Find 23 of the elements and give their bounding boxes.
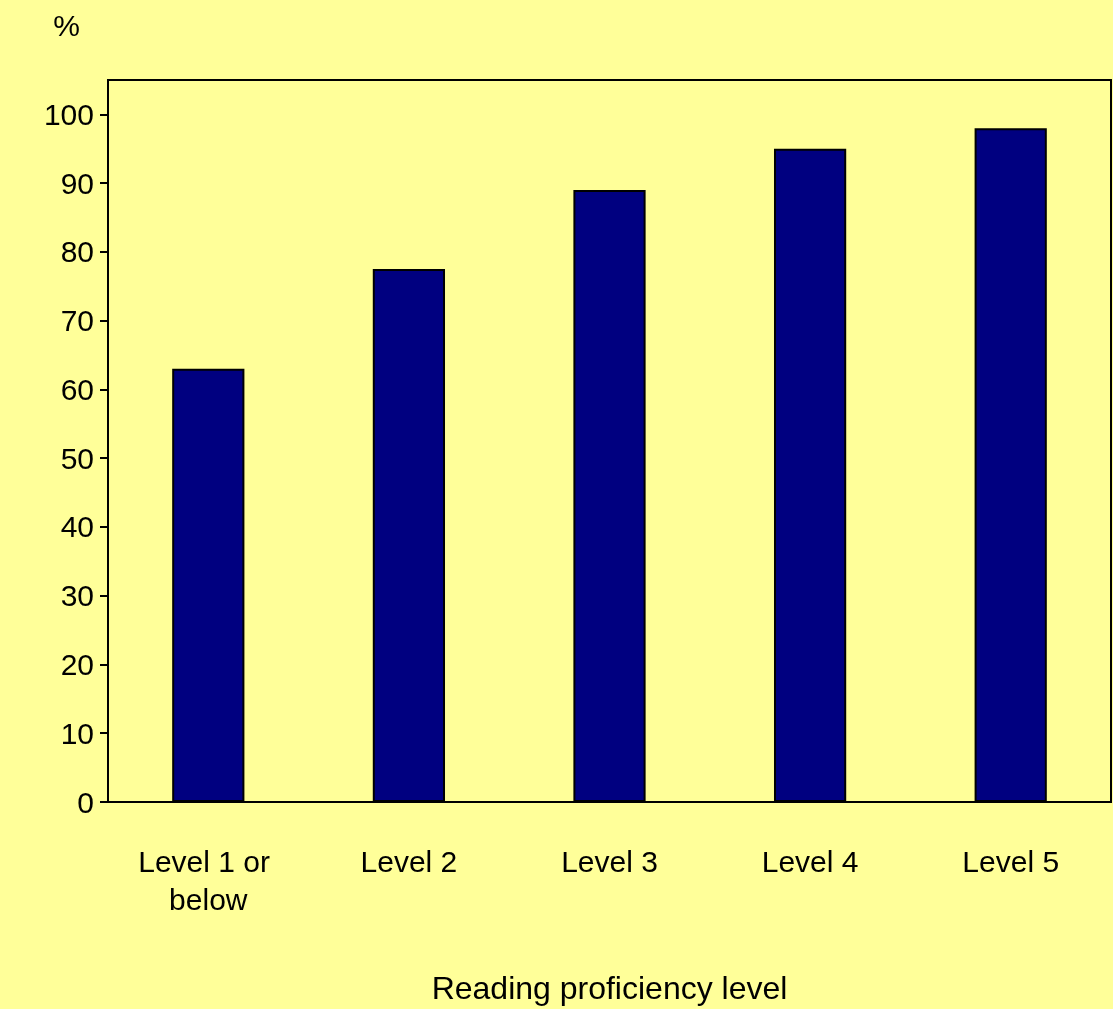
- bar: [573, 190, 646, 802]
- y-axis-title: %: [53, 8, 80, 42]
- y-tick-label: 10: [60, 716, 94, 750]
- x-axis-title: Reading proficiency level: [431, 970, 788, 1006]
- bar: [773, 148, 847, 802]
- x-tick-label: Level 3: [561, 844, 658, 878]
- y-tick-label: 20: [60, 647, 94, 681]
- y-tick-label: 60: [60, 372, 94, 406]
- y-tick-label: 0: [77, 785, 94, 819]
- y-tick-label: 70: [60, 304, 94, 338]
- x-tick-label: Level 1 or below: [138, 844, 279, 916]
- bar: [372, 269, 446, 802]
- y-tick-label: 50: [60, 441, 94, 475]
- x-tick-label: Level 4: [761, 844, 859, 878]
- y-tick-label: 40: [60, 510, 94, 544]
- y-tick-label: 30: [60, 579, 94, 613]
- x-tick-label: Level 2: [360, 844, 458, 878]
- y-tick-label: 100: [43, 97, 94, 131]
- y-tick-label: 90: [60, 166, 94, 200]
- bar: [172, 368, 245, 802]
- bar: [974, 128, 1047, 802]
- x-tick-label: Level 5: [962, 844, 1060, 878]
- y-tick-label: 80: [60, 235, 94, 269]
